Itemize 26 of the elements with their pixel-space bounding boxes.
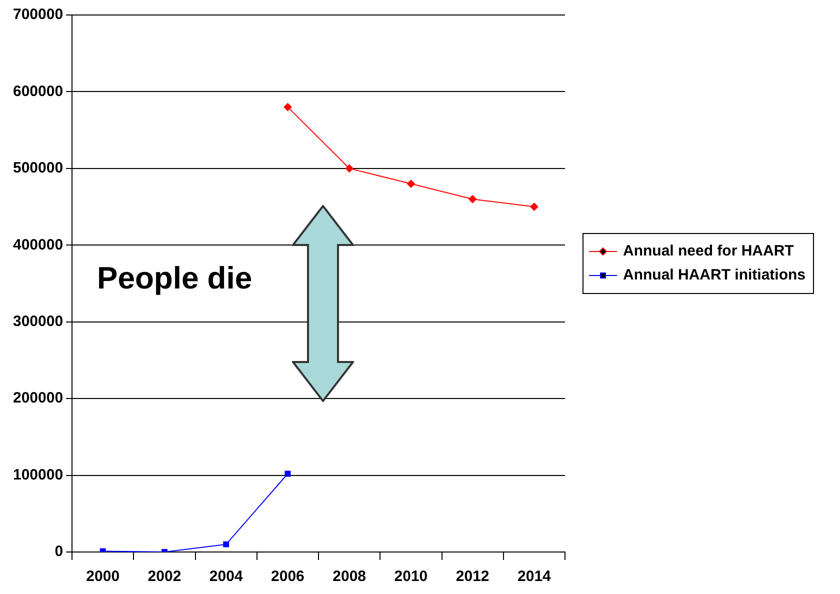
x-tick-label: 2000 bbox=[86, 568, 120, 586]
x-tick-label: 2014 bbox=[518, 568, 552, 586]
y-tick-label: 200000 bbox=[12, 390, 64, 407]
y-tick-label: 300000 bbox=[12, 313, 64, 330]
x-tick-label: 2010 bbox=[394, 568, 428, 586]
y-tick-label: 500000 bbox=[12, 160, 64, 177]
point bbox=[345, 164, 354, 172]
legend-label: Annual HAART initiations bbox=[623, 266, 806, 284]
point bbox=[468, 195, 477, 204]
annotation: People die bbox=[97, 260, 252, 296]
point bbox=[530, 202, 538, 211]
y-tick-label: 0 bbox=[54, 543, 64, 560]
legend-label: Annual need for HAART bbox=[623, 242, 794, 260]
x-tick-label: 2012 bbox=[456, 568, 490, 586]
x-tick-label: 2002 bbox=[148, 568, 182, 586]
point bbox=[284, 103, 292, 112]
y-tick-label: 700000 bbox=[12, 6, 64, 24]
y-tick-label: 400000 bbox=[12, 236, 64, 254]
point bbox=[223, 541, 230, 548]
point bbox=[406, 180, 415, 188]
y-tick-label: 600000 bbox=[12, 82, 64, 100]
x-tick-label: 2008 bbox=[332, 568, 366, 586]
point bbox=[284, 470, 291, 477]
x-tick-label: 2004 bbox=[209, 568, 244, 586]
x-tick-label: 2006 bbox=[271, 568, 304, 586]
y-tick-label: 100000 bbox=[12, 466, 64, 484]
